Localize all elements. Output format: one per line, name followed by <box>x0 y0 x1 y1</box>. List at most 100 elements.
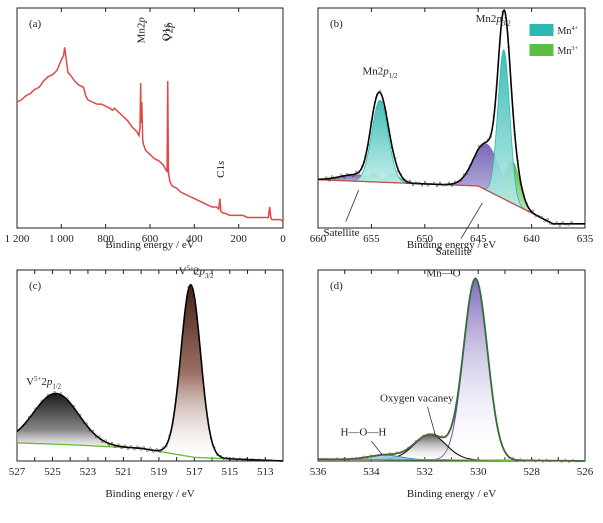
data-point <box>50 394 53 397</box>
data-point <box>567 223 570 226</box>
label-oxygen-vacancy: Oxygen vacaney <box>380 392 454 404</box>
x-tick-label: 530 <box>470 466 487 478</box>
data-point <box>426 184 430 187</box>
data-point <box>27 416 31 419</box>
data-point <box>537 214 540 218</box>
data-point <box>414 181 418 184</box>
data-point <box>552 222 555 226</box>
data-point <box>465 172 469 175</box>
x-tick-label: 655 <box>363 233 380 245</box>
data-point <box>471 158 475 162</box>
data-point <box>444 183 448 187</box>
data-point <box>489 377 492 381</box>
data-point <box>328 458 331 461</box>
data-point <box>190 285 194 289</box>
data-point <box>184 307 187 310</box>
data-point <box>519 458 522 461</box>
data-point <box>561 221 564 224</box>
data-point <box>187 286 190 289</box>
data-point <box>346 172 349 176</box>
data-point <box>390 146 394 149</box>
data-point <box>235 458 238 461</box>
data-point <box>47 393 50 397</box>
data-point <box>200 360 203 363</box>
x-tick-label: 645 <box>470 233 487 245</box>
data-point <box>63 397 66 400</box>
data-point <box>396 170 400 173</box>
data-point <box>441 184 445 187</box>
data-point <box>515 459 518 463</box>
plot-frame <box>16 7 284 229</box>
data-point <box>402 178 406 181</box>
data-point <box>59 392 63 395</box>
data-point <box>149 447 152 450</box>
data-point <box>429 182 433 186</box>
component-peak <box>17 393 184 456</box>
data-point <box>364 155 367 159</box>
data-point <box>152 450 155 453</box>
data-point <box>232 457 235 460</box>
hoh-pointer <box>371 440 383 455</box>
data-point <box>110 441 114 445</box>
data-point <box>437 436 440 439</box>
x-tick-label: 534 <box>363 466 380 478</box>
data-point <box>254 458 257 462</box>
data-point <box>361 165 364 168</box>
data-point <box>420 184 424 187</box>
x-axis-label: Binding energy / eV <box>105 488 194 500</box>
data-point <box>193 298 197 302</box>
annotation-v2p: V2p <box>163 22 175 41</box>
data-point <box>462 173 466 176</box>
x-tick-label: 525 <box>44 466 61 478</box>
data-point <box>331 175 334 178</box>
x-tick-label: 523 <box>80 466 97 478</box>
data-point <box>571 459 574 462</box>
data-point <box>531 209 534 212</box>
annotation-o1s: O1s <box>161 24 173 42</box>
component-peak-mn4plus <box>338 99 423 185</box>
data-point <box>171 422 174 425</box>
data-point <box>448 429 451 433</box>
data-point <box>244 457 248 461</box>
data-point <box>496 429 500 432</box>
x-tick-label: 600 <box>142 233 159 245</box>
data-point <box>222 457 225 460</box>
data-point <box>481 310 485 313</box>
x-tick-label: 513 <box>257 466 274 478</box>
data-point <box>470 286 473 289</box>
component-peak <box>136 284 246 460</box>
data-point <box>362 455 365 458</box>
data-point <box>540 216 543 219</box>
data-point <box>545 458 548 461</box>
data-point <box>358 172 361 175</box>
data-point <box>251 458 254 461</box>
data-point <box>225 456 229 460</box>
x-tick-label: 517 <box>186 466 203 478</box>
data-point <box>504 451 507 454</box>
x-tick-label: 400 <box>186 233 203 245</box>
legend-label: Mn4+ <box>557 25 578 37</box>
data-point <box>334 176 337 180</box>
data-point <box>197 328 200 331</box>
data-point <box>53 391 56 394</box>
label-mn2p32: Mn2p3/2 <box>476 13 512 27</box>
data-point <box>328 179 331 182</box>
background-line <box>16 442 284 462</box>
data-point <box>395 451 399 454</box>
data-point <box>229 458 232 461</box>
data-point <box>267 459 270 462</box>
x-axis: 536 534 532 530 528 526 <box>310 270 594 478</box>
data-point <box>370 121 373 124</box>
x-tick-label: 519 <box>151 466 168 478</box>
data-point <box>507 46 510 49</box>
data-point <box>366 457 369 460</box>
data-point <box>40 399 43 402</box>
data-point <box>75 412 79 415</box>
data-point <box>347 458 350 461</box>
x-axis: 1 200 1 000 800 600 400 200 0 <box>5 8 286 245</box>
data-point <box>213 446 216 449</box>
x-tick-label: 0 <box>280 233 286 245</box>
annotation-mn2p: Mn2p <box>135 17 147 44</box>
